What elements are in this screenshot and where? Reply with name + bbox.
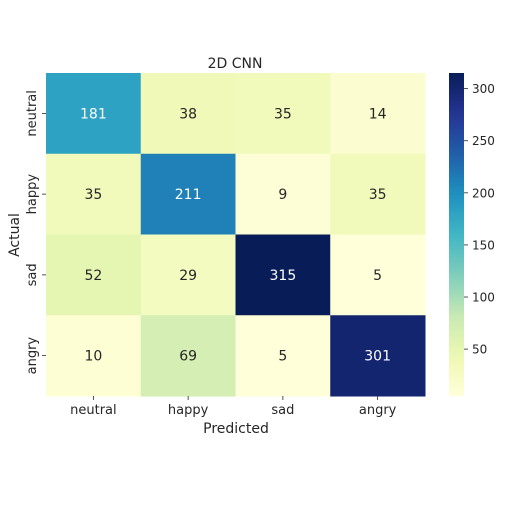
y-tick-labels: neutral happy sad angry: [25, 90, 46, 374]
heatmap-cell-labels: 181 38 35 14 35 211 9 35 52 29 315 5 10 69 5 301: [80, 106, 391, 364]
chart-title: 2D CNN: [208, 56, 263, 72]
cell-value-label: 315: [270, 268, 297, 284]
cell-value-label: 9: [278, 187, 287, 203]
x-tick-label: angry: [359, 403, 397, 418]
heatmap-cell: [235, 153, 331, 235]
cell-value-label: 181: [80, 106, 107, 122]
cell-value-label: 69: [179, 349, 197, 365]
x-tick-labels: neutral happy sad angry: [70, 396, 397, 418]
heatmap-cell: [330, 153, 426, 235]
heatmap-cell: [235, 315, 331, 397]
heatmap-cell: [46, 153, 142, 235]
cell-value-label: 14: [369, 106, 387, 122]
colorbar-tick-label: 100: [472, 291, 495, 305]
x-axis-label: Predicted: [203, 421, 269, 437]
heatmap-cells: [46, 73, 426, 397]
colorbar-ticks: 50 100 150 200 250 300: [464, 82, 495, 357]
y-tick-label: happy: [25, 174, 40, 215]
x-tick-label: happy: [168, 403, 209, 418]
heatmap-cell: [46, 234, 142, 316]
heatmap-cell: [46, 73, 142, 155]
colorbar-tick-label: 150: [472, 238, 495, 252]
y-tick-label: neutral: [25, 90, 40, 137]
heatmap-cell: [140, 73, 236, 155]
heatmap-cell: [235, 234, 331, 316]
cell-value-label: 38: [179, 106, 197, 122]
cell-value-label: 301: [364, 349, 391, 365]
cell-value-label: 5: [373, 268, 382, 284]
heatmap-cell: [140, 315, 236, 397]
colorbar-tick-label: 50: [472, 343, 487, 357]
heatmap-cell: [330, 73, 426, 155]
cell-value-label: 35: [274, 106, 292, 122]
cell-value-label: 35: [84, 187, 102, 203]
cell-value-label: 211: [175, 187, 202, 203]
x-tick-label: sad: [271, 403, 294, 418]
x-tick-label: neutral: [70, 403, 117, 418]
heatmap-cell: [46, 315, 142, 397]
heatmap-cell: [140, 234, 236, 316]
y-tick-label: sad: [25, 263, 40, 286]
colorbar-tick-label: 300: [472, 82, 495, 96]
cell-value-label: 5: [278, 349, 287, 365]
cell-value-label: 35: [369, 187, 387, 203]
heatmap-cell: [140, 153, 236, 235]
colorbar-tick-label: 200: [472, 186, 495, 200]
heatmap-cell: [330, 234, 426, 316]
colorbar-tick-label: 250: [472, 134, 495, 148]
cell-value-label: 52: [84, 268, 102, 284]
y-axis-label: Actual: [7, 213, 23, 257]
heatmap-cell: [330, 315, 426, 397]
y-tick-label: angry: [25, 337, 40, 375]
colorbar: [449, 73, 464, 396]
cell-value-label: 29: [179, 268, 197, 284]
heatmap-cell: [235, 73, 331, 155]
cell-value-label: 10: [84, 349, 102, 365]
